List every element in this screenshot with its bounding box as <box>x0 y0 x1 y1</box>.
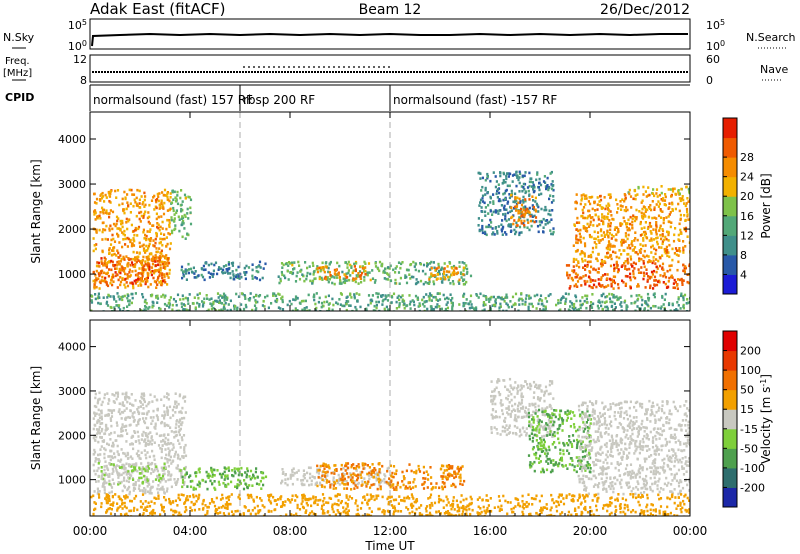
power-region-9 <box>510 193 538 227</box>
power-region-12 <box>627 185 690 196</box>
velocity-region-4 <box>316 462 466 492</box>
cpid-segment-2: normalsound (fast) -157 RF <box>393 93 557 107</box>
x-tick-6: 00:00 <box>673 524 708 538</box>
power-region-5 <box>316 265 367 282</box>
x-tick-3: 12:00 <box>373 524 408 538</box>
x-tick-4: 16:00 <box>473 524 508 538</box>
power-colorbar-swatch-1 <box>723 254 737 275</box>
power-y-tick-1: 2000 <box>58 223 86 236</box>
velocity-colorbar-label: Velocity [m s-1] <box>759 374 774 464</box>
power-region-13 <box>90 292 690 311</box>
cpid-segment-1: rbsp 200 RF <box>243 93 315 107</box>
freq-frame <box>89 54 691 83</box>
velocity-y-tick-3: 4000 <box>58 341 86 354</box>
date-title: 26/Dec/2012 <box>600 2 690 18</box>
power-colorbar-swatch-6 <box>723 157 737 178</box>
nave-tick-top: 60 <box>706 53 720 66</box>
velocity-colorbar-tick-3: 15 <box>740 403 754 416</box>
power-colorbar-swatch-2 <box>723 235 737 256</box>
power-panel: 1000 2000 3000 4000 Slant Range [km] <box>29 111 691 312</box>
power-colorbar-tick-6: 28 <box>740 151 754 164</box>
velocity-colorbar-swatch-4 <box>723 409 737 430</box>
nsky-label: N.Sky <box>3 31 35 44</box>
power-colorbar-swatch-7 <box>723 137 737 158</box>
nave-tick-bottom: 0 <box>706 74 713 87</box>
velocity-colorbar-tick-5: -50 <box>740 442 758 455</box>
velocity-colorbar-swatch-3 <box>723 428 737 449</box>
power-region-11 <box>572 193 690 264</box>
x-tick-2: 08:00 <box>273 524 308 538</box>
beam-title: Beam 12 <box>359 2 422 18</box>
velocity-y-label: Slant Range [km] <box>29 366 43 470</box>
nsky-strip: N.Sky 105 100 105 100 N.Search <box>3 18 796 54</box>
velocity-colorbar-tick-7: -200 <box>740 481 765 494</box>
power-colorbar-tick-5: 24 <box>740 171 754 184</box>
cpid-label: CPID <box>5 91 34 104</box>
power-region-1 <box>92 256 167 286</box>
nsky-tick-top: 105 <box>68 18 87 33</box>
station-title: Adak East (fitACF) <box>90 0 225 18</box>
power-region-7 <box>428 265 465 282</box>
freq-strip: Freq. [MHz] 12 8 60 0 Nave <box>3 53 788 87</box>
cpid-segment-0: normalsound (fast) 157 RF <box>93 93 253 107</box>
velocity-region-7 <box>577 399 690 496</box>
power-colorbar-tick-1: 8 <box>740 249 747 262</box>
power-y-tick-2: 3000 <box>58 178 86 191</box>
nsearch-label: N.Search <box>746 31 796 44</box>
power-colorbar-label: Power [dB] <box>759 173 773 238</box>
freq-label-1: Freq. <box>5 56 30 67</box>
nsearch-tick-top: 105 <box>706 18 725 33</box>
power-y-tick-0: 1000 <box>58 268 86 281</box>
velocity-colorbar-swatch-6 <box>723 370 737 391</box>
velocity-colorbar-tick-2: 50 <box>740 384 754 397</box>
power-region-10 <box>565 260 690 290</box>
x-tick-5: 20:00 <box>573 524 608 538</box>
nave-label: Nave <box>760 63 788 76</box>
power-colorbar-swatch-4 <box>723 196 737 217</box>
nsky-frame <box>89 18 691 50</box>
velocity-colorbar-tick-0: 200 <box>740 345 761 358</box>
power-colorbar-swatch-0 <box>723 274 737 295</box>
velocity-colorbar-swatch-1 <box>723 467 737 488</box>
freq-label-2: [MHz] <box>3 68 32 79</box>
power-region-3 <box>180 260 267 282</box>
power-colorbar-tick-0: 4 <box>740 268 747 281</box>
velocity-y-tick-1: 2000 <box>58 429 86 442</box>
nsearch-tick-bottom: 100 <box>706 39 725 54</box>
x-tick-0: 00:00 <box>73 524 108 538</box>
velocity-colorbar-tick-4: -15 <box>740 423 758 436</box>
power-colorbar-tick-2: 12 <box>740 229 754 242</box>
velocity-colorbar-swatch-0 <box>723 487 737 508</box>
velocity-colorbar-tick-1: 100 <box>740 364 761 377</box>
velocity-colorbar-swatch-8 <box>723 331 737 352</box>
power-region-2 <box>170 189 193 240</box>
nsky-trace <box>91 32 688 47</box>
power-colorbar-tick-4: 20 <box>740 190 754 203</box>
velocity-region-5 <box>490 377 555 438</box>
power-colorbar-swatch-3 <box>723 215 737 236</box>
nsky-tick-bottom: 100 <box>68 39 87 54</box>
velocity-colorbar-swatch-5 <box>723 389 737 410</box>
velocity-colorbar-swatch-2 <box>723 448 737 469</box>
x-tick-1: 04:00 <box>173 524 208 538</box>
power-colorbar-swatch-5 <box>723 176 737 197</box>
x-axis-label: Time UT <box>364 539 415 553</box>
velocity-panel: 1000 2000 3000 4000 Slant Range [km] <box>29 319 691 517</box>
power-y-tick-3: 4000 <box>58 133 86 146</box>
velocity-region-1 <box>97 462 167 486</box>
velocity-colorbar-swatch-7 <box>723 350 737 371</box>
freq-tick-top: 12 <box>73 53 87 66</box>
power-y-label: Slant Range [km] <box>29 159 43 263</box>
power-colorbar-tick-3: 16 <box>740 210 754 223</box>
freq-tick-bottom: 8 <box>80 74 87 87</box>
velocity-y-tick-2: 3000 <box>58 385 86 398</box>
velocity-colorbar-tick-6: -100 <box>740 462 765 475</box>
power-colorbar-swatch-8 <box>723 118 737 139</box>
velocity-y-tick-0: 1000 <box>58 474 86 487</box>
